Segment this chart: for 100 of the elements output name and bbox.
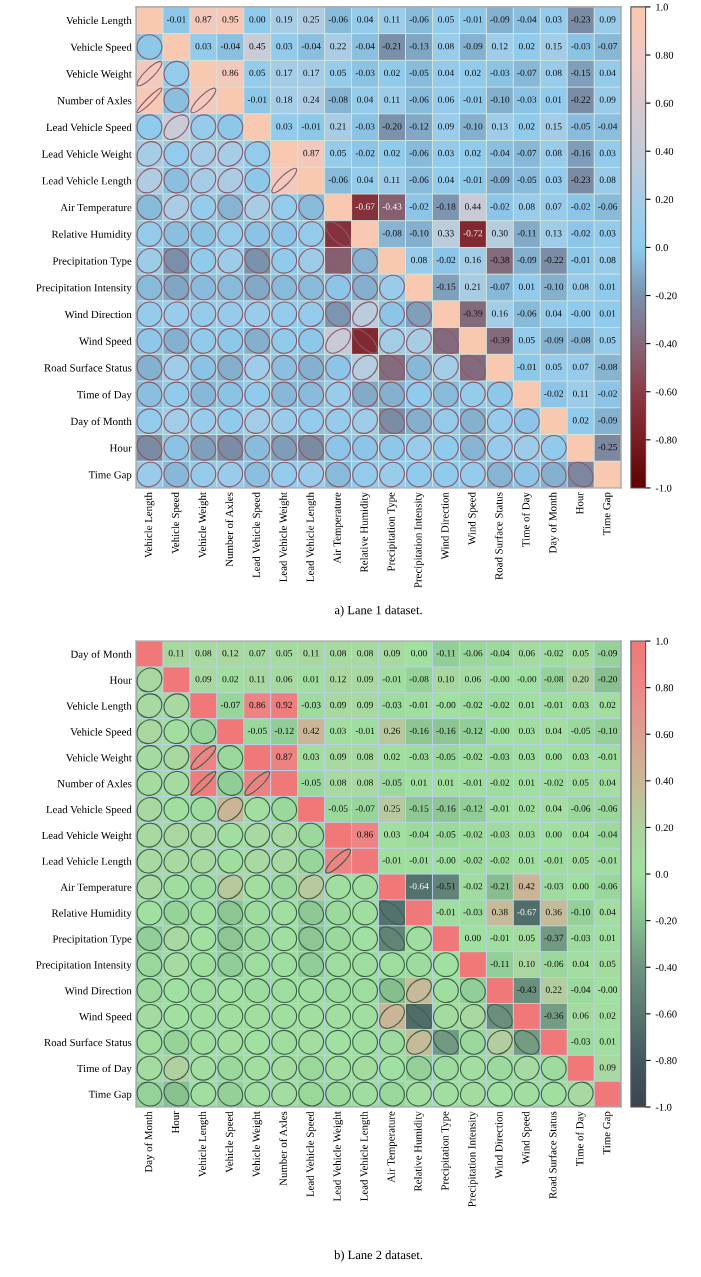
data-label: -0.05 [328,805,348,812]
data-label: -0.01 [166,16,186,23]
y-tick-label: Lead Vehicle Length [42,176,132,187]
data-label: -0.23 [571,16,591,23]
y-tick-label: Vehicle Speed [70,43,132,54]
data-label: 0.09 [330,753,346,760]
data-label: 0.10 [438,675,454,683]
data-label: -0.00 [490,675,510,683]
data-label: -0.12 [409,123,429,130]
data-label: 0.03 [545,176,562,184]
data-label: 0.02 [518,42,535,50]
data-label: 0.17 [303,69,320,77]
data-label: 0.03 [599,149,616,157]
data-label: -0.05 [382,779,402,786]
data-label: -0.03 [517,96,537,103]
data-label: 0.09 [599,1064,616,1071]
data-label: 0.01 [599,283,616,290]
data-label: -0.43 [382,203,402,210]
data-label: -0.00 [490,727,510,735]
color-bar-label: -0.80 [655,436,677,444]
data-label: 0.04 [545,805,562,812]
data-label: 0.02 [384,149,400,157]
data-label: 0.08 [545,69,562,77]
x-tick-label: Lead Vehicle Speed [306,1111,317,1197]
data-label: 0.05 [518,336,535,344]
data-label: -0.21 [490,882,510,890]
data-label: 0.36 [545,908,562,916]
data-label: 0.06 [518,649,535,657]
data-label: -0.01 [463,96,483,103]
data-label: -0.01 [355,727,375,735]
x-tick-label: Hour [576,492,584,515]
x-tick-label: Lead Vehicle Weight [279,492,290,582]
data-label: -0.00 [436,701,456,709]
data-label: 0.08 [195,649,212,657]
data-label: 0.01 [518,857,535,864]
color-bar-label: 0.80 [655,51,674,59]
data-label: -0.38 [490,256,510,264]
y-tick-label: Precipitation Intensity [36,284,132,294]
data-label: -0.00 [517,675,537,683]
data-label: 0.05 [572,857,589,864]
x-tick-label: Wind Speed [467,492,478,545]
data-label: -0.06 [517,310,537,317]
y-tick-label: Lead Vehicle Weight [41,831,132,842]
data-label: -0.02 [355,149,375,157]
data-label: 0.06 [276,675,293,683]
data-label: -0.03 [463,908,483,916]
data-label: 0.33 [438,230,454,237]
data-label: 0.08 [411,256,427,264]
data-label: -0.04 [598,831,618,838]
data-label: 0.05 [438,16,454,23]
data-label: 0.03 [303,753,320,760]
data-label: 0.03 [545,16,562,23]
data-label: 0.87 [303,149,320,157]
data-label: 0.01 [599,310,616,317]
data-label: 0.38 [491,908,508,916]
data-label: -0.04 [220,42,241,50]
y-tick-label: Precipitation Type [52,257,132,267]
data-label: -0.18 [436,203,456,210]
y-tick-label: Relative Humidity [51,909,132,919]
data-label: -0.04 [355,42,375,50]
data-label: -0.06 [409,96,429,103]
data-label: -0.06 [463,649,483,657]
data-label: 0.08 [438,42,454,50]
x-tick-label: Precipitation Type [387,492,397,572]
data-label: -0.06 [598,203,618,210]
data-label: -0.15 [436,283,456,290]
data-label: -0.08 [571,336,591,344]
y-tick-label: Lead Vehicle Speed [46,805,132,816]
data-label: 0.03 [572,701,589,709]
data-label: -0.02 [544,390,564,397]
data-label: -0.05 [301,779,321,786]
data-label: -0.07 [517,69,537,77]
data-label: 0.03 [195,42,212,50]
data-label: 0.01 [599,934,616,942]
data-label: -0.01 [571,256,590,264]
x-tick-label: Lead Vehicle Length [360,1111,370,1201]
data-label: -0.51 [436,882,456,890]
data-label: 0.03 [438,149,454,157]
data-label: 0.05 [330,149,347,157]
data-label: -0.01 [409,701,429,709]
data-label: -0.02 [571,203,590,210]
x-tick-label: Time of Day [521,492,532,547]
data-label: -0.06 [328,16,348,23]
data-label: 0.13 [491,123,508,130]
data-label: 0.09 [330,701,346,709]
data-label: -0.05 [436,831,456,838]
data-label: -0.02 [490,857,510,864]
y-tick-label: Wind Speed [79,337,132,348]
data-label: 0.00 [545,831,562,838]
y-tick-label: Hour [109,676,132,684]
data-label: -0.06 [598,882,618,890]
data-label: 0.03 [330,727,347,735]
data-label: 0.25 [384,805,400,812]
data-label: 0.03 [572,753,589,760]
data-label: -0.01 [490,805,510,812]
data-label: 0.17 [276,69,293,77]
data-label: 0.45 [249,42,266,50]
data-label: -0.02 [463,831,483,838]
data-label: -0.02 [463,701,483,709]
data-label: 0.03 [518,831,535,838]
